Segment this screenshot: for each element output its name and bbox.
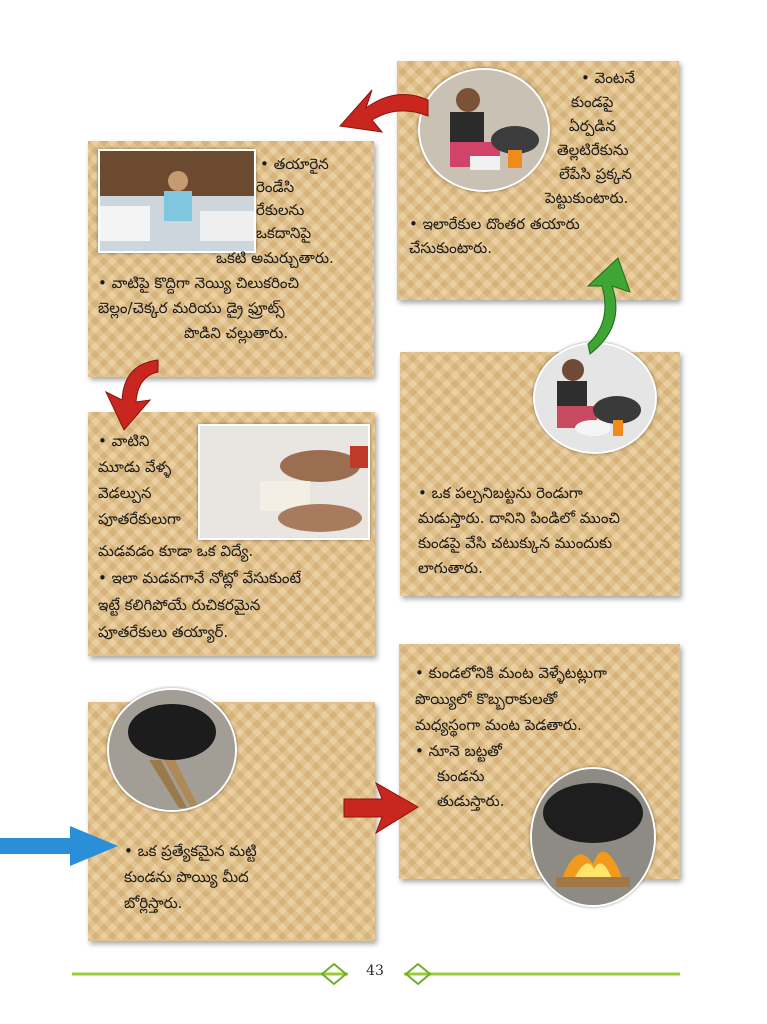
- step4-line4: తెల్లటిరేకును: [557, 141, 629, 159]
- step2-line4: • నూనె బట్టతో: [415, 742, 502, 760]
- step4-line3: ఏర్పడిన: [569, 117, 616, 135]
- step1-line1: • ఒక ప్రత్యేకమైన మట్టి: [124, 842, 257, 860]
- step4-line5: లేపేసి ప్రక్కన: [559, 165, 632, 183]
- step6-line8: పూతరేకులు తయ్యార్.: [98, 623, 229, 641]
- step3-line2: మడుస్తారు. దానిని పిండిలో ముంచి: [418, 509, 620, 527]
- arrow-green-up-icon: [586, 257, 631, 355]
- step5-line2: రెండేసి: [256, 178, 295, 196]
- photo-woman-at-stove-2: [533, 342, 657, 454]
- step5-line3: రేకులను: [256, 201, 305, 219]
- step3-line3: కుండపై వేసి చటుక్కున ముందుకు: [418, 534, 613, 552]
- step6-line6: • ఇలా మడవగానే నోట్లో వేసుకుంటే: [98, 569, 302, 587]
- footer-ornament: [72, 962, 680, 986]
- step4-line1: • వెంటనే: [581, 69, 635, 87]
- step2-line6: తుడుస్తారు.: [437, 792, 505, 810]
- photo-woman-at-stove-1: [418, 68, 550, 192]
- photo-hands-folding: [198, 424, 370, 540]
- arrow-red-mid-left-icon: [104, 359, 159, 431]
- photo-pot-on-stove: [107, 688, 237, 812]
- step5-line7: బెల్లం/చెక్కర మరియు డ్రై ఫ్రూట్స్: [98, 299, 285, 317]
- step3-line1: • ఒక పల్చనిబట్టను రెండుగా: [418, 484, 583, 502]
- step4-line8: చేసుకుంటారు.: [409, 239, 492, 257]
- step2-line3: మధ్యస్థంగా మంట పెడతారు.: [415, 716, 582, 734]
- step2-line5: కుండను: [437, 767, 485, 785]
- photo-pot-with-fire: [530, 767, 656, 907]
- step4-line6: పెట్టుకుంటారు.: [545, 189, 629, 207]
- step5-line1: • తయారైన: [260, 155, 329, 173]
- photo-man-stacking-sheets: [98, 149, 256, 253]
- step6-line7: ఇట్టే కలిగిపోయే రుచికరమైన: [98, 596, 261, 614]
- step6-line1: • వాటిని: [98, 432, 150, 450]
- arrow-red-bottom-right-icon: [343, 781, 419, 835]
- step4-line2: కుండపై: [571, 93, 614, 111]
- step5-line8: పొడిని చల్లుతారు.: [184, 324, 289, 342]
- step5-line4: ఒకదానిపై: [256, 224, 312, 242]
- arrow-red-top-left-icon: [339, 89, 429, 133]
- step6-line5: మడవడం కూడా ఒక విద్యే.: [98, 542, 254, 560]
- step1-line3: బోర్లిస్తారు.: [124, 894, 183, 912]
- page-number: 43: [366, 963, 384, 979]
- step3-line4: లాగుతారు.: [418, 559, 483, 577]
- step5-line5: ఒకటి అమర్చుతారు.: [216, 249, 334, 267]
- step2-line1: • కుండలోనికి మంట వెళ్ళేటట్లుగా: [415, 664, 607, 682]
- step6-line3: వెడల్పున: [98, 484, 152, 502]
- step5-line6: • వాటిపై కొద్దిగా నెయ్యి చిలుకరించి: [98, 274, 300, 292]
- step6-line4: పూతరేకులుగా: [98, 510, 181, 528]
- step6-line2: మూడు వేళ్ళ: [98, 458, 172, 476]
- step2-line2: పొయ్యిలో కొబ్బరాకులతో: [415, 690, 558, 708]
- step-panel-stack-sheets: • తయారైన రెండేసి రేకులను ఒకదానిపై ఒకటి అ…: [88, 141, 374, 377]
- step4-line7: • ఇలారేకుల దొంతర తయారు: [409, 215, 580, 233]
- step-panel-fold-sheets: • వాటిని మూడు వేళ్ళ వెడల్పున పూతరేకులుగా…: [88, 412, 375, 656]
- arrow-blue-right-icon: [0, 826, 118, 866]
- step1-line2: కుండను పొయ్యి మీద: [124, 868, 249, 886]
